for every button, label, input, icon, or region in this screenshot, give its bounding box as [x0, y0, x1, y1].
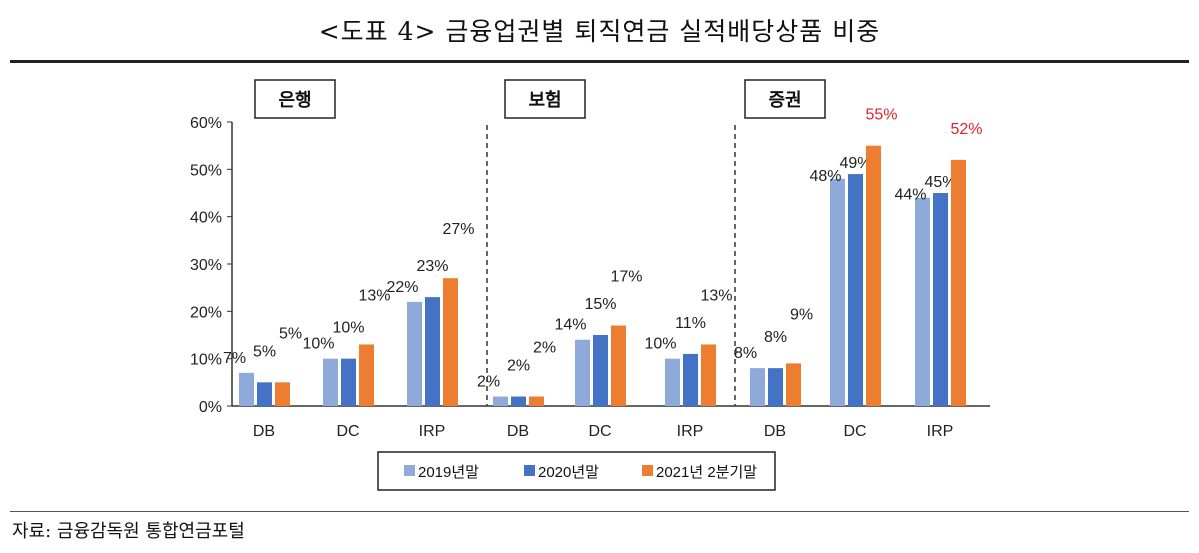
group-header-box — [744, 79, 826, 119]
bar-보험-DC-2 — [593, 335, 608, 406]
data-label: 10% — [332, 320, 364, 337]
bar-증권-DC-2 — [848, 174, 863, 406]
data-label: 27% — [442, 221, 474, 238]
data-label: 48% — [809, 168, 841, 185]
legend-swatch — [524, 465, 535, 476]
bar-은행-DC-1 — [323, 358, 338, 406]
legend-swatch — [404, 465, 415, 476]
x-tick-label: DB — [507, 423, 529, 440]
data-label: 7% — [223, 350, 246, 367]
data-label: 49% — [839, 155, 871, 172]
bar-은행-IRP-2 — [425, 297, 440, 406]
bar-증권-IRP-2 — [933, 193, 948, 406]
y-tick-label: 50% — [190, 162, 222, 179]
data-label: 44% — [894, 187, 926, 204]
bar-증권-IRP-1 — [915, 197, 930, 406]
bar-은행-IRP-3 — [443, 278, 458, 406]
data-label: 13% — [700, 287, 732, 304]
y-tick-label: 30% — [190, 257, 222, 274]
bar-증권-DB-3 — [786, 363, 801, 406]
bar-증권-DB-2 — [768, 368, 783, 406]
bar-보험-DC-1 — [575, 339, 590, 406]
source-note: 자료: 금융감독원 통합연금포털 — [12, 521, 245, 542]
x-tick-label: DB — [253, 423, 275, 440]
data-label: 13% — [358, 287, 390, 304]
x-tick-label: IRP — [419, 423, 446, 440]
bar-은행-DB-1 — [239, 372, 254, 406]
bar-은행-DC-3 — [359, 344, 374, 406]
data-label: 10% — [302, 336, 334, 353]
y-tick-label: 40% — [190, 210, 222, 227]
bar-보험-DB-1 — [493, 396, 508, 406]
data-label: 2% — [533, 340, 556, 357]
x-tick-label: IRP — [677, 423, 704, 440]
group-header-3: 증권 — [768, 90, 801, 110]
bar-증권-DC-3 — [866, 145, 881, 406]
legend-label: 2020년말 — [538, 464, 599, 481]
group-header-2: 보험 — [528, 89, 561, 110]
x-tick-label: DC — [843, 423, 866, 440]
data-label: 5% — [279, 325, 302, 342]
data-label: 52% — [950, 121, 982, 138]
bar-보험-DB-2 — [511, 396, 526, 406]
data-label: 55% — [865, 107, 897, 124]
bar-보험-IRP-1 — [665, 358, 680, 406]
data-label: 11% — [675, 315, 706, 332]
x-tick-label: DC — [336, 423, 359, 440]
data-label: 10% — [644, 336, 676, 353]
title-divider — [10, 60, 1189, 63]
data-label: 8% — [734, 345, 757, 362]
y-tick-label: 60% — [190, 115, 222, 132]
bar-보험-DB-3 — [529, 396, 544, 406]
data-label: 23% — [416, 258, 448, 275]
bar-보험-IRP-2 — [683, 353, 698, 406]
chart-title: <도표 4> 금융업권별 퇴직연금 실적배당상품 비중 — [318, 17, 881, 46]
legend-label: 2019년말 — [418, 464, 479, 481]
x-tick-label: DB — [764, 423, 786, 440]
y-tick-label: 0% — [199, 399, 222, 416]
data-label: 15% — [584, 296, 616, 313]
y-tick-label: 20% — [190, 304, 222, 321]
data-label: 5% — [253, 343, 276, 360]
bar-은행-DC-2 — [341, 358, 356, 406]
data-label: 2% — [507, 358, 530, 375]
x-tick-label: DC — [588, 423, 611, 440]
bar-은행-DB-3 — [275, 382, 290, 406]
group-header-box — [254, 79, 336, 119]
x-tick-label: IRP — [927, 423, 954, 440]
source-divider — [10, 511, 1189, 512]
bar-증권-DB-1 — [750, 368, 765, 406]
data-label: 22% — [386, 279, 418, 296]
data-label: 8% — [764, 329, 787, 346]
bar-은행-IRP-1 — [407, 301, 422, 406]
bar-보험-IRP-3 — [701, 344, 716, 406]
legend-swatch — [642, 465, 653, 476]
data-label: 45% — [924, 174, 956, 191]
bar-증권-DC-1 — [830, 178, 845, 406]
data-label: 14% — [554, 317, 586, 334]
group-header-1: 은행 — [278, 90, 311, 110]
data-label: 2% — [477, 374, 500, 391]
data-label: 9% — [790, 306, 813, 323]
legend-box — [377, 451, 776, 491]
y-tick-label: 10% — [190, 352, 222, 369]
group-header-box — [504, 79, 586, 119]
bar-보험-DC-3 — [611, 325, 626, 406]
bar-증권-IRP-3 — [951, 159, 966, 406]
legend-label: 2021년 2분기말 — [656, 464, 757, 481]
bar-은행-DB-2 — [257, 382, 272, 406]
data-label: 17% — [610, 269, 642, 286]
